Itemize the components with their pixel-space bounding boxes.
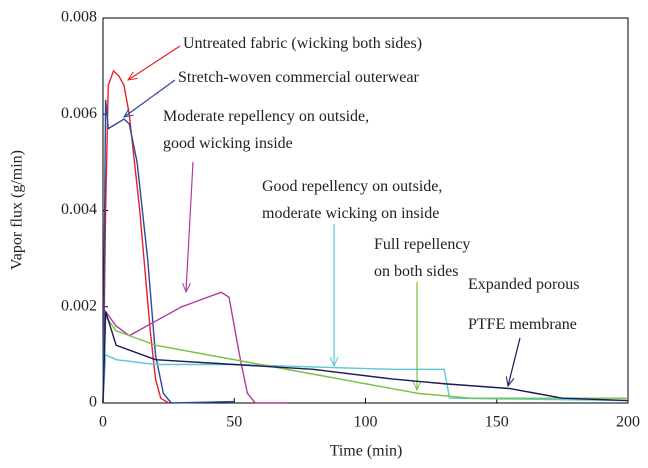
series-line [102, 69, 169, 404]
annotation-arrow [128, 45, 181, 80]
x-tick-label: 50 [226, 414, 242, 431]
x-axis-label: Time (min) [330, 443, 403, 460]
series-label: Good repellency on outside, moderate wick… [262, 178, 442, 222]
series-line [102, 311, 629, 404]
series-line [102, 314, 628, 404]
series-label: Full repellency on both sides [374, 236, 470, 280]
series-label: Stretch-woven commercial outerwear [178, 69, 419, 86]
annotation-arrow [186, 161, 194, 292]
series-label: Expanded porous PTFE membrane [468, 276, 580, 333]
y-tick-label: 0 [89, 394, 97, 411]
y-tick-label: 0.002 [61, 297, 97, 314]
x-tick-label: 150 [485, 414, 509, 431]
x-tick-label: 100 [354, 414, 378, 431]
series-label: Moderate repellency on outside, good wick… [163, 108, 369, 152]
y-tick-label: 0.008 [61, 9, 97, 26]
y-tick-label: 0.004 [61, 201, 97, 218]
x-tick-label: 0 [99, 414, 107, 431]
annotation-arrow [508, 337, 521, 386]
annotation-arrow [124, 79, 176, 117]
series-line [102, 99, 235, 404]
y-tick-label: 0.006 [61, 105, 97, 122]
y-axis-label: Vapor flux (g/min) [9, 150, 26, 270]
x-tick-label: 200 [616, 414, 640, 431]
series-label: Untreated fabric (wicking both sides) [183, 35, 422, 52]
series-line [102, 291, 287, 404]
